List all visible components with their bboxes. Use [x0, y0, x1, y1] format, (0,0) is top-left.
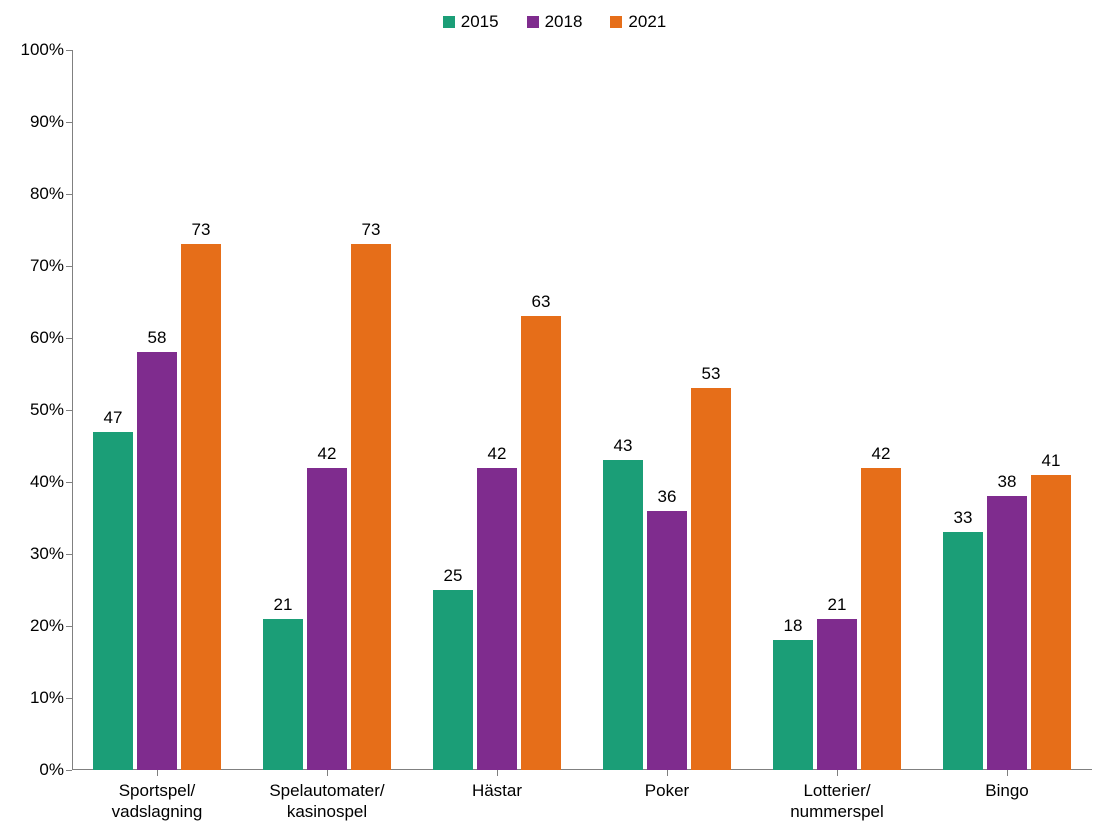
bar-value-label: 42	[318, 444, 337, 468]
bar-value-label: 18	[784, 616, 803, 640]
legend-swatch	[610, 16, 622, 28]
bar: 63	[521, 316, 561, 770]
y-axis-tick	[66, 410, 72, 411]
bar: 38	[987, 496, 1027, 770]
bar-group: 475873Sportspel/vadslagning	[93, 50, 221, 770]
bar: 73	[181, 244, 221, 770]
y-axis-tick	[66, 266, 72, 267]
y-axis-tick	[66, 50, 72, 51]
y-axis-tick	[66, 698, 72, 699]
legend-item: 2015	[443, 12, 499, 32]
y-axis-tick	[66, 338, 72, 339]
bar: 58	[137, 352, 177, 770]
bar-group: 182142Lotterier/nummerspel	[773, 50, 901, 770]
bar-value-label: 73	[362, 220, 381, 244]
bar-value-label: 63	[532, 292, 551, 316]
bar-value-label: 42	[488, 444, 507, 468]
bar-value-label: 53	[702, 364, 721, 388]
x-axis-label: Spelautomater/kasinospel	[247, 770, 407, 823]
y-axis-line	[72, 50, 73, 770]
bar-value-label: 33	[954, 508, 973, 532]
bar-value-label: 58	[148, 328, 167, 352]
y-axis-tick	[66, 194, 72, 195]
bar: 42	[861, 468, 901, 770]
bar: 53	[691, 388, 731, 770]
bar: 43	[603, 460, 643, 770]
bar: 18	[773, 640, 813, 770]
bar-value-label: 38	[998, 472, 1017, 496]
bar-value-label: 73	[192, 220, 211, 244]
legend-label: 2021	[628, 12, 666, 32]
bar: 47	[93, 432, 133, 770]
bar: 41	[1031, 475, 1071, 770]
legend-item: 2018	[527, 12, 583, 32]
y-axis-tick	[66, 122, 72, 123]
x-axis-label: Sportspel/vadslagning	[77, 770, 237, 823]
legend-label: 2018	[545, 12, 583, 32]
y-axis-tick	[66, 482, 72, 483]
legend-swatch	[443, 16, 455, 28]
bar: 21	[263, 619, 303, 770]
bar-group: 433653Poker	[603, 50, 731, 770]
legend-label: 2015	[461, 12, 499, 32]
bar-value-label: 21	[828, 595, 847, 619]
bar-value-label: 36	[658, 487, 677, 511]
plot-area: 0%10%20%30%40%50%60%70%80%90%100%475873S…	[72, 50, 1092, 770]
bar-value-label: 25	[444, 566, 463, 590]
x-axis-label: Lotterier/nummerspel	[757, 770, 917, 823]
bar: 25	[433, 590, 473, 770]
chart-container: 2015 2018 2021 0%10%20%30%40%50%60%70%80%9…	[0, 0, 1109, 836]
bar: 33	[943, 532, 983, 770]
y-axis-tick	[66, 770, 72, 771]
bar-value-label: 21	[274, 595, 293, 619]
bar-value-label: 41	[1042, 451, 1061, 475]
bar-group: 254263Hästar	[433, 50, 561, 770]
x-axis-tick	[157, 770, 158, 776]
y-axis-tick	[66, 626, 72, 627]
x-axis-tick	[327, 770, 328, 776]
x-axis-tick	[837, 770, 838, 776]
bar: 42	[477, 468, 517, 770]
bar-value-label: 42	[872, 444, 891, 468]
bar: 73	[351, 244, 391, 770]
x-axis-tick	[667, 770, 668, 776]
bar-group: 333841Bingo	[943, 50, 1071, 770]
legend-item: 2021	[610, 12, 666, 32]
bar: 42	[307, 468, 347, 770]
bar-value-label: 47	[104, 408, 123, 432]
x-axis-tick	[1007, 770, 1008, 776]
legend: 2015 2018 2021	[0, 12, 1109, 33]
bar-group: 214273Spelautomater/kasinospel	[263, 50, 391, 770]
bar-value-label: 43	[614, 436, 633, 460]
y-axis-label: 100%	[21, 40, 72, 60]
legend-swatch	[527, 16, 539, 28]
bar: 36	[647, 511, 687, 770]
y-axis-tick	[66, 554, 72, 555]
bar: 21	[817, 619, 857, 770]
x-axis-tick	[497, 770, 498, 776]
